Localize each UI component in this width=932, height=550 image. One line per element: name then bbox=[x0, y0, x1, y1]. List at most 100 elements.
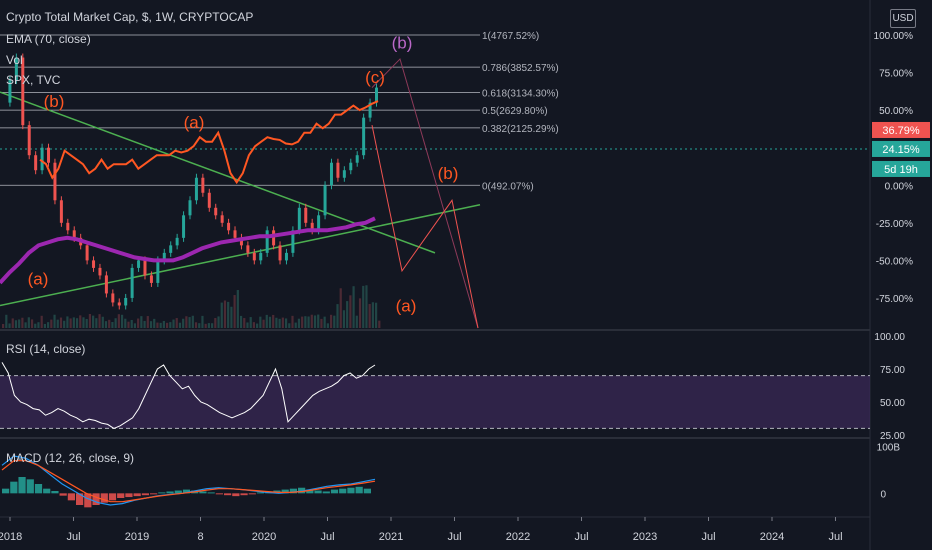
candle-body bbox=[149, 275, 153, 283]
volume-legend[interactable]: Vol bbox=[6, 53, 23, 67]
volume-bar bbox=[291, 315, 294, 328]
macd-histogram-bar bbox=[363, 488, 371, 494]
macd-histogram-bar bbox=[51, 491, 59, 494]
volume-bar bbox=[329, 314, 333, 328]
macd-histogram-bar bbox=[166, 491, 174, 494]
volume-bar bbox=[178, 322, 182, 328]
ascending-trendline bbox=[0, 204, 481, 307]
volume-bar bbox=[14, 320, 18, 328]
macd-histogram-bar bbox=[34, 484, 43, 494]
grid bbox=[0, 0, 871, 550]
volume-bar bbox=[249, 317, 252, 328]
macd-legend[interactable]: MACD (12, 26, close, 9) bbox=[6, 451, 135, 465]
volume-bar bbox=[310, 314, 313, 328]
volume-bar bbox=[297, 318, 301, 328]
macd-histogram-bar bbox=[224, 493, 232, 496]
volume-bar bbox=[162, 320, 165, 328]
macd-histogram-bar bbox=[76, 493, 84, 505]
fib-level-label: 0.618(3134.30%) bbox=[482, 88, 559, 99]
macd-histogram-bar bbox=[150, 493, 158, 495]
wave-label: (c) bbox=[365, 68, 385, 87]
volume-bar bbox=[323, 316, 326, 328]
volume-bar bbox=[233, 295, 236, 328]
volume-bar bbox=[204, 323, 207, 328]
countdown-tag: 5d 19h bbox=[884, 164, 918, 176]
volume-bar bbox=[92, 315, 95, 328]
fib-level-label: 0.786(3852.57%) bbox=[482, 63, 559, 74]
wave-projection[interactable] bbox=[371, 58, 479, 329]
fibonacci-retracement[interactable]: 1(4767.52%) 0.786(3852.57%) 0.618(3134.30%… bbox=[0, 31, 870, 192]
volume-bar bbox=[288, 323, 291, 328]
volume-bar bbox=[217, 316, 220, 328]
candle-body bbox=[284, 252, 288, 261]
volume-bar bbox=[246, 322, 249, 328]
candle-body bbox=[207, 192, 211, 208]
spx-legend[interactable]: SPX, TVC bbox=[6, 73, 61, 87]
currency-badge[interactable]: USD bbox=[890, 9, 916, 28]
volume-bar bbox=[27, 317, 30, 328]
wave-label: (b) bbox=[392, 34, 413, 53]
candle-body bbox=[188, 200, 192, 216]
rsi-legend[interactable]: RSI (14, close) bbox=[6, 342, 86, 356]
x-tick-label: Jul bbox=[66, 531, 80, 543]
candle-body bbox=[194, 177, 198, 201]
candle-body bbox=[278, 245, 282, 261]
macd-histogram-bar bbox=[199, 491, 207, 494]
candle-body bbox=[272, 230, 276, 246]
volume-bar bbox=[368, 303, 371, 328]
volume-bar bbox=[355, 315, 358, 328]
volume-bar bbox=[43, 323, 47, 328]
macd-histogram-bar bbox=[59, 493, 67, 496]
macd-histogram-bar bbox=[289, 488, 297, 494]
volume-bar bbox=[95, 318, 98, 328]
rsi-tick-label: 75.00 bbox=[880, 365, 905, 376]
volume-bar bbox=[294, 322, 297, 328]
current-value-tag: 36.79% bbox=[882, 125, 920, 137]
fib-level-label: 0.5(2629.80%) bbox=[482, 106, 548, 117]
volume-bar bbox=[214, 318, 217, 328]
volume-bar bbox=[313, 315, 317, 328]
chart-title: Crypto Total Market Cap, $, 1W, CRYPTOCA… bbox=[6, 10, 254, 24]
volume-bar bbox=[349, 295, 352, 328]
x-tick-label: 2018 bbox=[0, 531, 22, 543]
volume-bar bbox=[11, 318, 14, 328]
fib-level-label: 0(492.07%) bbox=[482, 181, 534, 192]
candle-body bbox=[355, 155, 359, 163]
ema-legend[interactable]: EMA (70, close) bbox=[6, 32, 91, 46]
volume-bar bbox=[108, 319, 111, 328]
macd-histogram-bar bbox=[10, 481, 18, 494]
volume-bar bbox=[146, 316, 149, 328]
volume-bar bbox=[53, 314, 56, 328]
macd-histogram-bar bbox=[306, 489, 314, 494]
spx-line bbox=[39, 100, 379, 185]
volume-bar bbox=[265, 314, 268, 328]
candle-body bbox=[175, 237, 179, 246]
candle-body bbox=[169, 245, 173, 253]
y-tick-label: -25.00% bbox=[876, 219, 913, 230]
candle-body bbox=[304, 207, 308, 223]
fib-level-label: 0.382(2125.29%) bbox=[482, 124, 559, 135]
volume-bar bbox=[172, 319, 175, 328]
candle-body bbox=[137, 260, 141, 268]
macd-histogram-bar bbox=[322, 491, 330, 494]
macd-histogram-bar bbox=[158, 492, 166, 494]
candle-body bbox=[259, 252, 263, 261]
candle-body bbox=[246, 245, 250, 253]
macd-histogram-bar bbox=[67, 493, 75, 501]
candle-body bbox=[233, 230, 237, 238]
ema-line bbox=[0, 216, 376, 285]
macd-histogram-bar bbox=[100, 493, 108, 503]
volume-bar bbox=[88, 314, 92, 328]
candle-body bbox=[368, 102, 372, 118]
x-tick-label: 2023 bbox=[633, 531, 657, 543]
volume-bar bbox=[252, 322, 256, 328]
volume-bar bbox=[156, 322, 159, 328]
volume-bar bbox=[243, 318, 246, 328]
candle-body bbox=[92, 260, 96, 268]
volume-bar bbox=[188, 317, 191, 328]
rsi-tick-label: 25.00 bbox=[880, 431, 905, 442]
macd-histogram-bar bbox=[347, 487, 355, 494]
x-tick-label: 2019 bbox=[125, 531, 149, 543]
volume-bar bbox=[259, 316, 262, 328]
